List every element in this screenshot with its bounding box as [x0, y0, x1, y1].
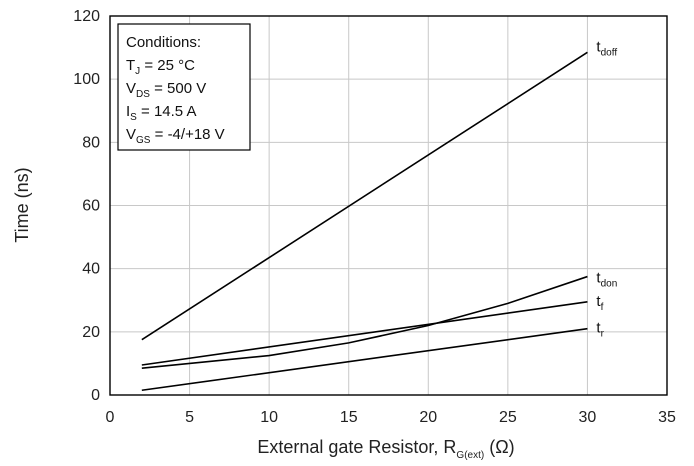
- series-label-subscript: f: [601, 302, 604, 313]
- y-tick-label: 100: [73, 71, 100, 88]
- x-axis-title-unit: (Ω): [484, 437, 514, 457]
- y-tick-label: 40: [82, 261, 100, 278]
- y-axis-title: Time (ns): [12, 167, 32, 242]
- conditions-line: VDS = 500 V: [126, 80, 206, 100]
- conditions-line-main: V: [126, 126, 136, 143]
- conditions-line-value: = -4/+18 V: [150, 126, 224, 143]
- series-label-main: t: [596, 270, 601, 287]
- x-tick-label: 25: [499, 409, 517, 426]
- series-line-tr: [141, 327, 588, 392]
- y-tick-label: 80: [82, 134, 100, 151]
- series-label-tr: tr: [596, 320, 604, 340]
- series-label-subscript: r: [601, 329, 605, 340]
- conditions-line-value: = 25 °C: [140, 57, 195, 74]
- series-group: [141, 51, 588, 392]
- x-tick-label: 5: [185, 409, 194, 426]
- series-label-subscript: don: [601, 279, 618, 290]
- x-axis-title: External gate Resistor, RG(ext) (Ω): [257, 437, 514, 461]
- conditions-line-main: T: [126, 57, 135, 74]
- conditions-line-main: Conditions:: [126, 34, 201, 51]
- series-label-main: t: [596, 320, 601, 337]
- series-line-tdon: [141, 275, 588, 369]
- x-axis-title-main: External gate Resistor, R: [257, 437, 456, 457]
- y-tick-label: 120: [73, 8, 100, 25]
- conditions-line-main: V: [126, 80, 136, 97]
- plot-frame: [109, 15, 668, 396]
- conditions-line-subscript: J: [135, 66, 140, 77]
- conditions-line: TJ = 25 °C: [126, 57, 195, 77]
- conditions-line: IS = 14.5 A: [126, 103, 196, 123]
- y-tick-label: 60: [82, 198, 100, 215]
- conditions-border: [117, 23, 251, 151]
- grid: [109, 15, 668, 396]
- series-label-tdon: tdon: [596, 270, 617, 290]
- conditions-line-subscript: S: [130, 112, 137, 123]
- conditions-line-main: I: [126, 103, 130, 120]
- x-tick-label: 0: [106, 409, 115, 426]
- y-tick-labels: 0 20 40 60 80 100 120: [73, 8, 100, 404]
- series-label-main: t: [596, 293, 601, 310]
- x-tick-labels: 0 5 10 15 20 25 30 35: [106, 409, 676, 426]
- x-axis-title-subscript: G(ext): [456, 450, 484, 461]
- x-tick-label: 15: [340, 409, 358, 426]
- conditions-line: VGS = -4/+18 V: [126, 126, 225, 146]
- x-tick-label: 20: [419, 409, 437, 426]
- y-tick-label: 20: [82, 324, 100, 341]
- conditions-line-subscript: GS: [136, 135, 151, 146]
- x-tick-label: 10: [260, 409, 278, 426]
- series-line-tf: [141, 301, 588, 366]
- conditions-line: Conditions:: [126, 34, 201, 51]
- conditions-line-value: = 500 V: [150, 80, 206, 97]
- x-tick-label: 30: [579, 409, 597, 426]
- conditions-line-subscript: DS: [136, 89, 150, 100]
- series-label-subscript: doff: [601, 47, 618, 58]
- series-label-main: t: [596, 38, 601, 55]
- series-label-tf: tf: [596, 293, 603, 313]
- conditions-line-value: = 14.5 A: [137, 103, 197, 120]
- series-line-tdoff: [141, 51, 588, 341]
- series-label-tdoff: tdoff: [596, 38, 617, 58]
- x-tick-label: 35: [658, 409, 676, 426]
- y-tick-label: 0: [91, 387, 100, 404]
